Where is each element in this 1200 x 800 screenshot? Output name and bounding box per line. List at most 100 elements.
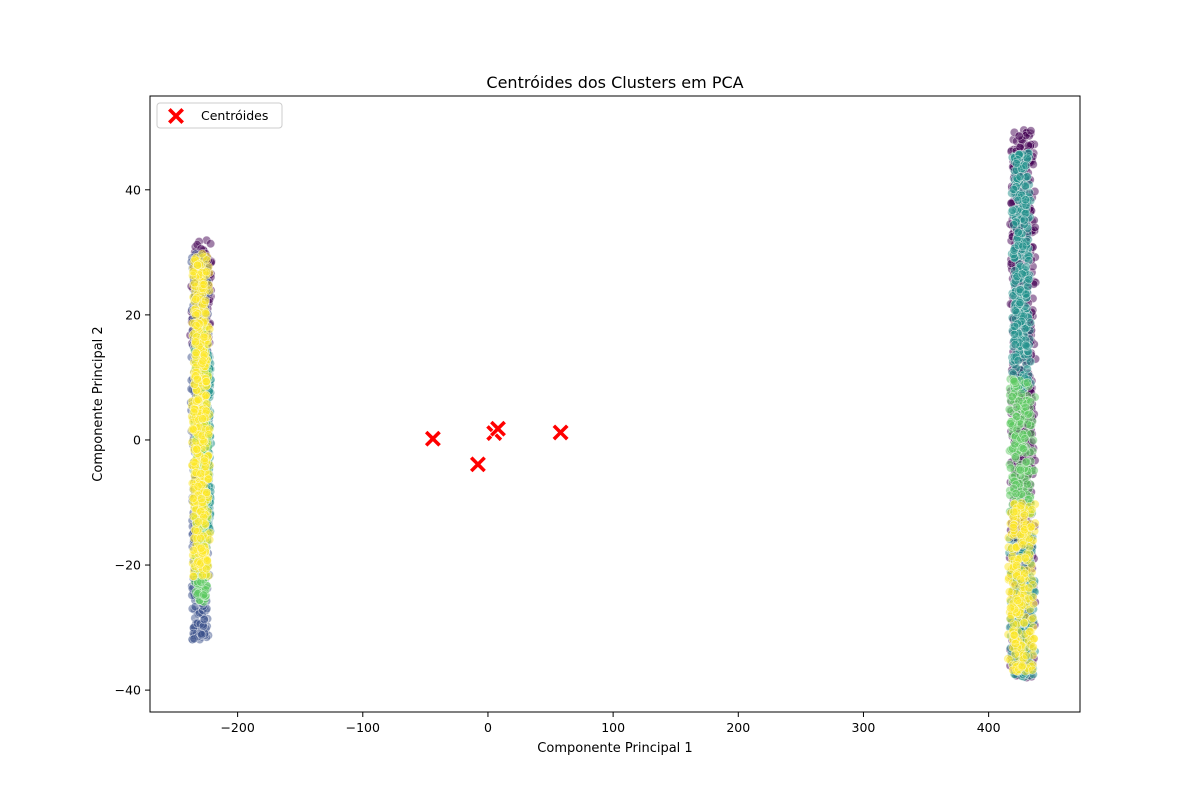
scatter-point-cluster-0	[1014, 131, 1024, 141]
scatter-point-cluster-3	[1012, 425, 1022, 435]
scatter-point-cluster-4	[1027, 665, 1037, 675]
scatter-point-cluster-2	[1010, 306, 1020, 316]
scatter-point-cluster-2	[1026, 357, 1036, 367]
scatter-point-cluster-2	[1013, 227, 1023, 237]
scatter-point-cluster-4	[188, 425, 198, 435]
scatter-point-cluster-4	[1013, 595, 1023, 605]
scatter-point-cluster-4	[188, 571, 198, 581]
scatter-point-cluster-4	[197, 571, 207, 581]
y-axis-label: Componente Principal 2	[91, 326, 106, 481]
scatter-point-cluster-3	[1015, 465, 1025, 475]
scatter-point-cluster-4	[1009, 507, 1019, 517]
scatter-point-cluster-4	[1026, 522, 1036, 532]
scatter-point-cluster-2	[1009, 220, 1019, 230]
scatter-point-cluster-2	[1019, 215, 1029, 225]
y-tick-label: −20	[115, 558, 141, 573]
chart-title: Centróides dos Clusters em PCA	[486, 73, 743, 92]
scatter-point-cluster-4	[1009, 630, 1019, 640]
scatter-point-cluster-4	[1016, 574, 1026, 584]
scatter-point-cluster-4	[1006, 603, 1016, 613]
scatter-point-cluster-2	[1013, 195, 1023, 205]
scatter-point-cluster-0	[206, 239, 216, 249]
scatter-point-cluster-4	[1010, 649, 1020, 659]
scatter-point-cluster-4	[201, 308, 211, 318]
scatter-point-cluster-2	[1015, 172, 1025, 182]
scatter-point-cluster-4	[1021, 651, 1031, 661]
y-tick-label: 20	[125, 307, 141, 322]
y-tick-label: −40	[115, 683, 141, 698]
scatter-point-cluster-4	[199, 456, 209, 466]
scatter-point-cluster-2	[1007, 205, 1017, 215]
scatter-point-cluster-2	[1021, 195, 1031, 205]
scatter-point-cluster-3	[1020, 433, 1030, 443]
x-tick-label: 400	[977, 720, 1001, 735]
scatter-point-cluster-4	[1005, 614, 1015, 624]
scatter-point-cluster-4	[1028, 642, 1038, 652]
scatter-point-cluster-3	[1021, 457, 1031, 467]
scatter-point-cluster-4	[198, 356, 208, 366]
scatter-point-cluster-4	[189, 545, 199, 555]
scatter-point-cluster-1	[197, 630, 207, 640]
scatter-point-cluster-4	[189, 457, 199, 467]
scatter-point-cluster-3	[1006, 463, 1016, 473]
scatter-point-cluster-4	[1019, 618, 1029, 628]
scatter-point-cluster-4	[193, 481, 203, 491]
scatter-point-cluster-3	[1005, 418, 1015, 428]
scatter-point-cluster-4	[202, 255, 212, 265]
scatter-point-cluster-4	[191, 320, 201, 330]
scatter-point-cluster-4	[190, 525, 200, 535]
scatter-point-cluster-4	[199, 279, 209, 289]
scatter-point-cluster-3	[1007, 392, 1017, 402]
scatter-point-cluster-4	[196, 494, 206, 504]
scatter-point-cluster-4	[201, 296, 211, 306]
scatter-point-cluster-4	[198, 414, 208, 424]
scatter-point-cluster-0	[1026, 126, 1036, 136]
scatter-point-cluster-4	[1024, 583, 1034, 593]
scatter-point-cluster-2	[1021, 181, 1031, 191]
scatter-point-cluster-2	[1018, 241, 1028, 251]
scatter-point-cluster-4	[1020, 553, 1030, 563]
scatter-point-cluster-2	[1010, 340, 1020, 350]
scatter-point-cluster-4	[188, 493, 198, 503]
scatter-point-cluster-4	[1017, 661, 1027, 671]
scatter-point-cluster-4	[192, 444, 202, 454]
y-tick-label: 0	[133, 432, 141, 447]
scatter-point-cluster-2	[1022, 153, 1032, 163]
y-tick-label: 40	[125, 182, 141, 197]
scatter-point-cluster-3	[1011, 402, 1021, 412]
scatter-point-cluster-4	[201, 390, 211, 400]
scatter-point-cluster-3	[1012, 412, 1022, 422]
scatter-point-cluster-4	[205, 324, 215, 334]
scatter-point-cluster-4	[196, 469, 206, 479]
scatter-point-cluster-2	[1021, 161, 1031, 171]
scatter-point-cluster-4	[1025, 626, 1035, 636]
scatter-point-cluster-4	[202, 556, 212, 566]
scatter-point-cluster-4	[196, 533, 206, 543]
scatter-point-cluster-3	[1023, 409, 1033, 419]
scatter-point-cluster-2	[1011, 159, 1021, 169]
scatter-point-cluster-4	[191, 310, 201, 320]
scatter-point-cluster-2	[1021, 340, 1031, 350]
x-tick-label: 100	[601, 720, 625, 735]
scatter-point-cluster-4	[201, 376, 211, 386]
scatter-point-cluster-4	[192, 374, 202, 384]
scatter-point-cluster-3	[1022, 479, 1032, 489]
scatter-point-cluster-4	[193, 395, 203, 405]
scatter-point-cluster-3	[1018, 444, 1028, 454]
scatter-point-cluster-1	[189, 634, 199, 644]
scatter-point-cluster-4	[193, 260, 203, 270]
scatter-point-cluster-4	[191, 348, 201, 358]
scatter-point-cluster-3	[1011, 488, 1021, 498]
scatter-point-cluster-2	[1010, 321, 1020, 331]
scatter-point-cluster-2	[1013, 356, 1023, 366]
x-tick-label: −200	[220, 720, 254, 735]
scatter-point-cluster-3	[1016, 388, 1026, 398]
scatter-point-cluster-1	[199, 614, 209, 624]
scatter-point-cluster-3	[1010, 452, 1020, 462]
scatter-point-cluster-4	[1016, 501, 1026, 511]
scatter-point-cluster-4	[1028, 592, 1038, 602]
scatter-point-cluster-4	[191, 337, 201, 347]
scatter-point-cluster-2	[1021, 262, 1031, 272]
